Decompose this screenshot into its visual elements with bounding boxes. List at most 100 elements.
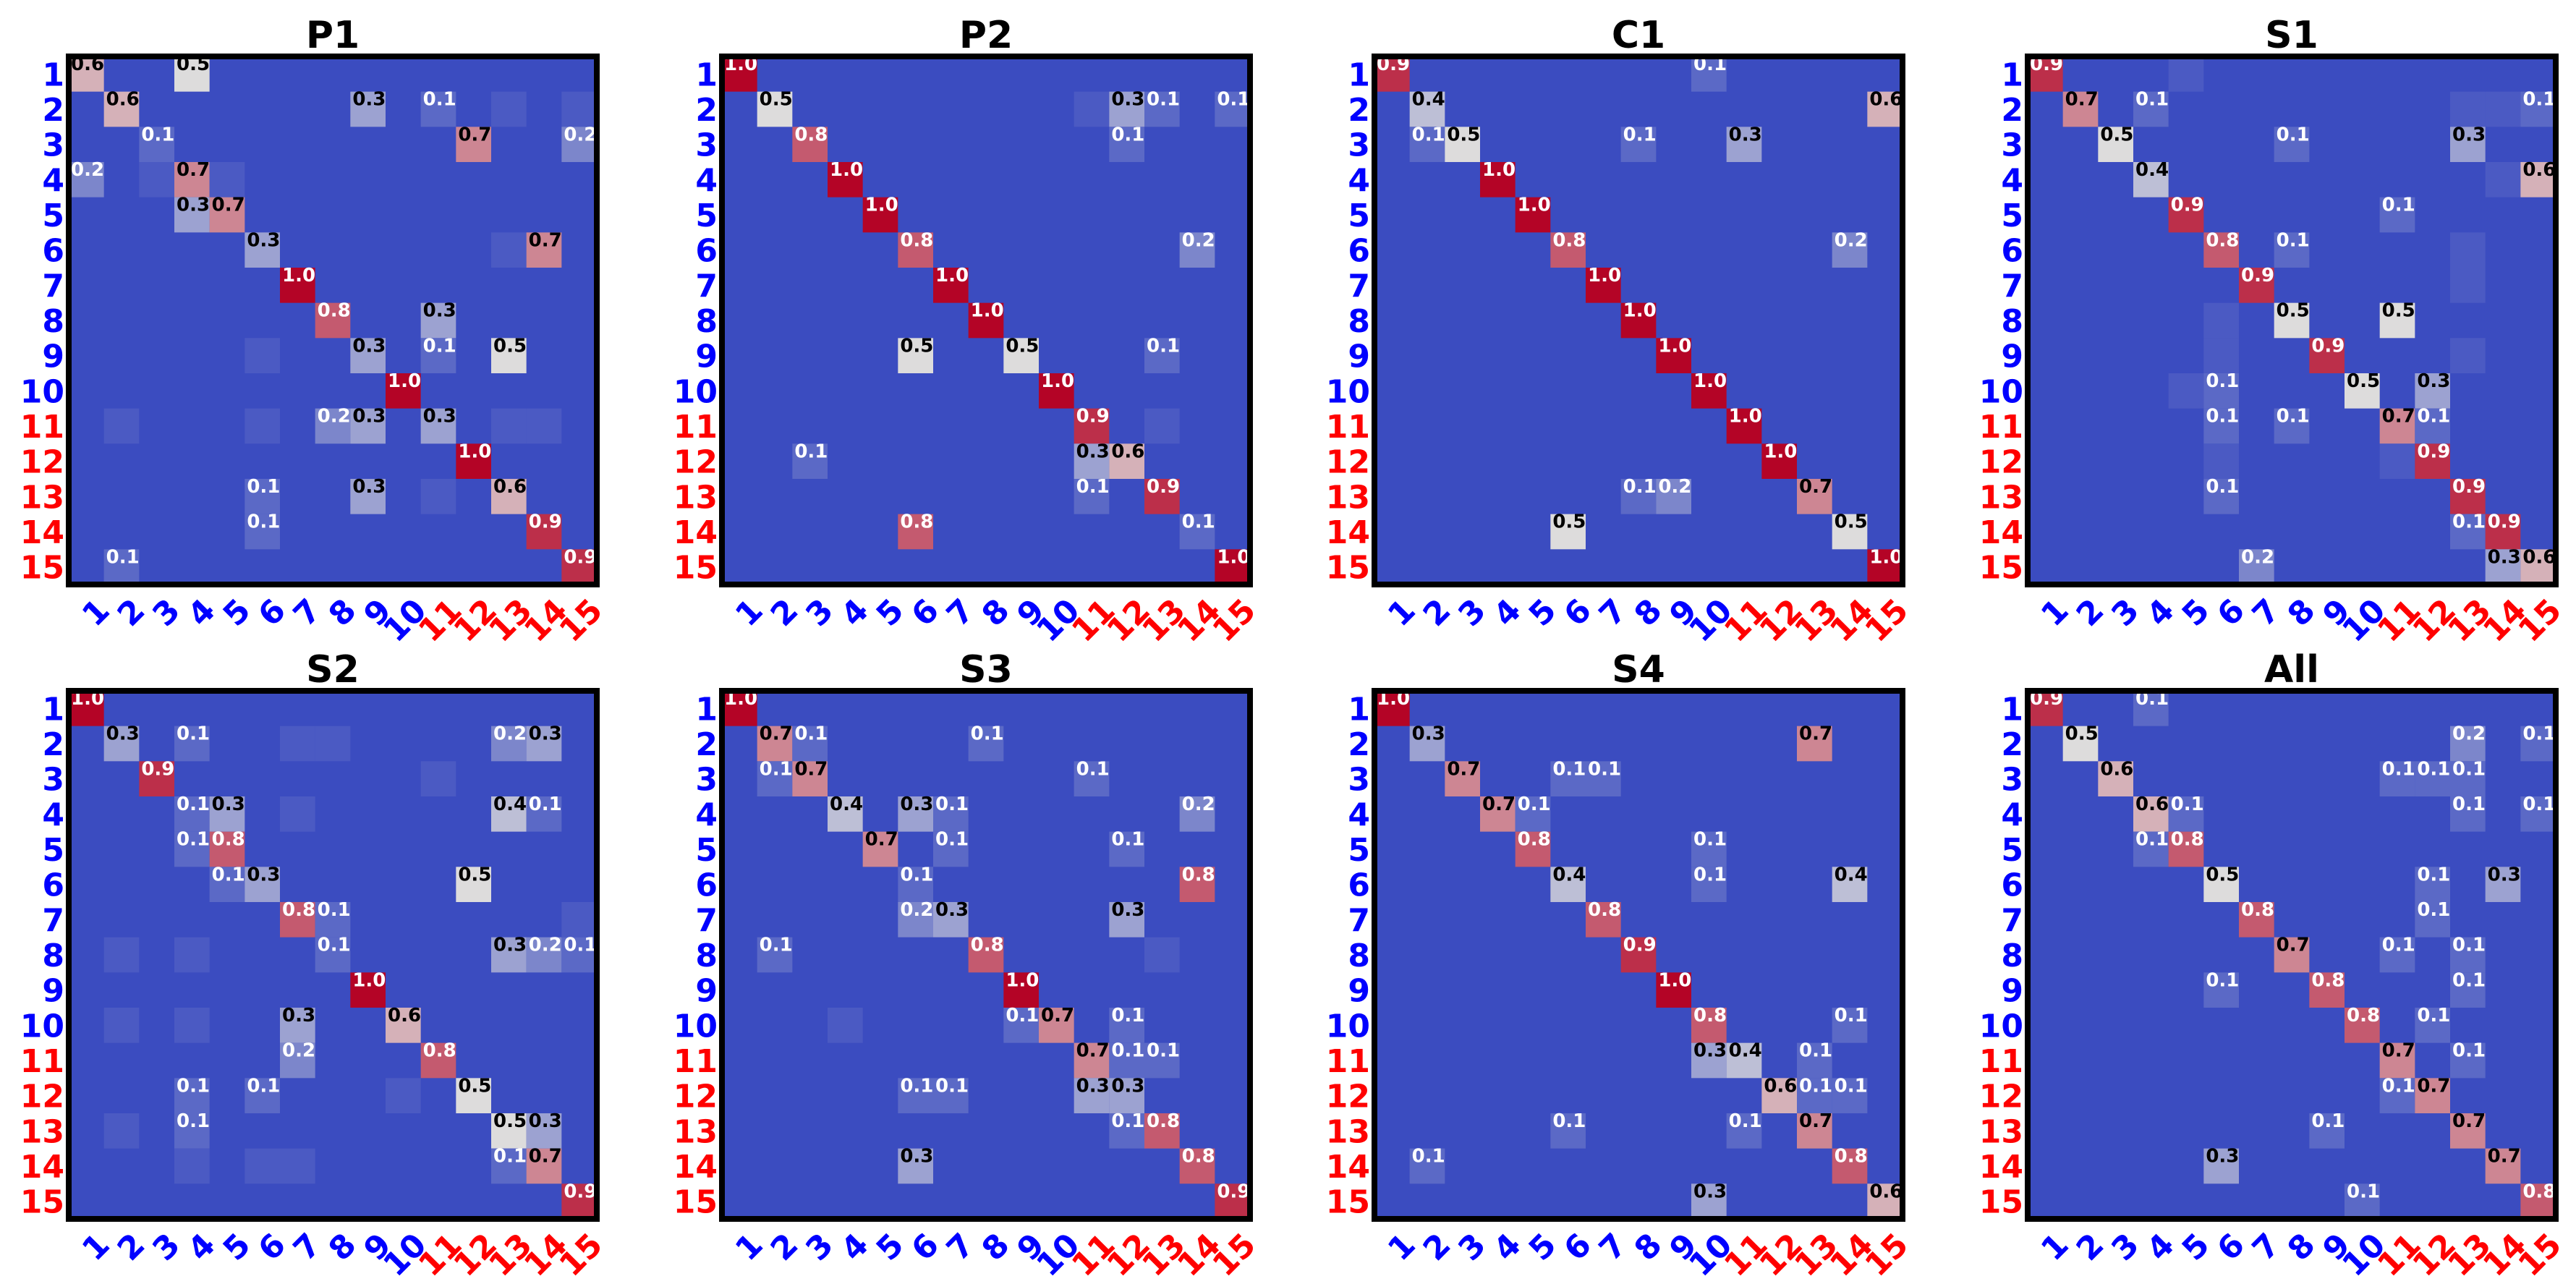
heatmap-cell [2168, 373, 2204, 409]
cell-value-label: 0.3 [2452, 124, 2486, 145]
heatmap-cell [103, 91, 140, 127]
cell-value-label: 0.1 [1412, 1146, 1445, 1168]
heatmap-cell [350, 479, 386, 514]
row-tick-label: 4 [42, 162, 64, 199]
cell-value-label: 0.1 [529, 794, 562, 815]
heatmap-cell [2309, 338, 2345, 373]
cell-value-label: 0.3 [247, 229, 280, 251]
heatmap-cell [139, 162, 174, 197]
heatmap-cell [2062, 726, 2099, 762]
heatmap-cell [420, 302, 456, 339]
heatmap-cell [561, 127, 597, 162]
cell-value-label: 0.1 [2382, 758, 2415, 780]
row-tick-label: 4 [2001, 796, 2023, 833]
heatmap-cell [561, 91, 597, 127]
row-tick-label: 7 [695, 902, 718, 939]
heatmap-cell [1039, 1008, 1074, 1043]
cell-value-label: 0.1 [2452, 969, 2486, 991]
heatmap-panel-c1: 0.9 0.10.4 0.60.1 0.5 0.1 0.31.01.00.8 0.21.01… [1326, 14, 1916, 650]
heatmap-cell [2520, 91, 2556, 127]
column-tick-label: 8 [1628, 592, 1670, 634]
cell-value-label: 0.1 [1623, 124, 1657, 145]
column-tick-label: 4 [1487, 592, 1529, 634]
row-tick-label: 12 [1979, 444, 2023, 481]
heatmap-cell [1586, 761, 1621, 796]
heatmap-cell [280, 1148, 315, 1184]
row-tick-label: 13 [20, 479, 64, 516]
column-tick-label: 1 [75, 1226, 117, 1268]
row-tick-label: 10 [673, 1008, 718, 1045]
heatmap-cell [245, 867, 280, 902]
cell-value-label: 0.1 [2417, 406, 2450, 428]
heatmap-cell [2485, 514, 2521, 550]
heatmap-cell [315, 902, 351, 938]
heatmap-cell [2203, 408, 2239, 444]
cell-value-label: 0.3 [352, 406, 386, 428]
cell-value-label: 0.7 [529, 229, 562, 251]
heatmap-cell [174, 1113, 210, 1149]
row-tick-label: 14 [1326, 514, 1370, 551]
column-tick-label: 5 [216, 1226, 258, 1268]
cell-value-label: 0.8 [318, 300, 351, 322]
heatmap-cell [1691, 1042, 1727, 1079]
cell-value-label: 0.1 [2277, 229, 2310, 251]
row-tick-label: 5 [1348, 832, 1370, 869]
heatmap-cell [2450, 1042, 2486, 1079]
heatmap-cell [2274, 937, 2310, 973]
heatmap-cell [103, 1008, 140, 1043]
cell-value-label: 0.7 [2488, 1146, 2521, 1168]
heatmap-cell [103, 408, 140, 444]
heatmap-cell [1691, 1183, 1727, 1219]
cell-value-label: 0.5 [2382, 300, 2415, 322]
heatmap-cell [1179, 796, 1215, 832]
row-tick-label: 13 [1326, 479, 1370, 516]
cell-value-label: 0.1 [1623, 476, 1657, 498]
heatmap-cell [174, 162, 210, 197]
cell-value-label: 0.1 [1147, 89, 1180, 111]
heatmap-cell [2485, 1148, 2521, 1184]
cell-value-label: 0.2 [282, 1040, 315, 1062]
cell-value-label: 0.1 [564, 935, 597, 956]
heatmap-cell [2485, 91, 2521, 127]
heatmap-cell [1550, 761, 1586, 796]
column-tick-label: 4 [834, 592, 876, 634]
cell-value-label: 0.1 [177, 723, 210, 745]
heatmap-cell [209, 162, 245, 197]
cell-value-label: 0.1 [2206, 370, 2239, 392]
heatmap-cell [103, 1113, 140, 1149]
heatmap-cell [968, 937, 1004, 973]
row-tick-label: 11 [1326, 1043, 1370, 1080]
cell-value-label: 0.5 [760, 89, 793, 111]
heatmap-cell [2133, 796, 2169, 832]
cell-value-label: 0.5 [1006, 335, 1039, 357]
row-tick-label: 1 [2001, 56, 2023, 93]
cell-value-label: 0.8 [212, 829, 245, 851]
cell-value-label: 0.4 [1412, 89, 1445, 111]
column-tick-label: 6 [251, 592, 293, 634]
heatmap-cell [350, 408, 386, 444]
column-tick-label: 15 [1858, 592, 1916, 649]
cell-value-label: 0.1 [2382, 1075, 2415, 1097]
row-tick-label: 8 [2001, 303, 2023, 340]
heatmap-cell [1003, 1008, 1039, 1043]
heatmap-cell [491, 1113, 527, 1149]
row-tick-label: 2 [1348, 726, 1370, 763]
heatmap-cell [2203, 232, 2239, 268]
heatmap-cell [1691, 373, 1727, 409]
cell-value-label: 0.1 [2277, 124, 2310, 145]
row-tick-label: 10 [1326, 373, 1370, 410]
cell-value-label: 0.3 [529, 723, 562, 745]
heatmap-cell [1074, 408, 1110, 444]
cell-value-label: 0.3 [1076, 1075, 1110, 1097]
heatmap-cell [1867, 91, 1903, 127]
heatmap-cell [420, 91, 456, 127]
heatmap-cell [1620, 937, 1657, 973]
cell-value-label: 0.7 [212, 195, 245, 216]
heatmap-cell [2450, 761, 2486, 796]
heatmap-cell [1480, 796, 1516, 832]
column-tick-label: 15 [553, 1226, 610, 1283]
cell-value-label: 0.1 [247, 1075, 280, 1097]
column-tick-label: 5 [2175, 592, 2217, 634]
heatmap-cell [1550, 867, 1586, 902]
cell-value-label: 0.1 [2452, 758, 2486, 780]
